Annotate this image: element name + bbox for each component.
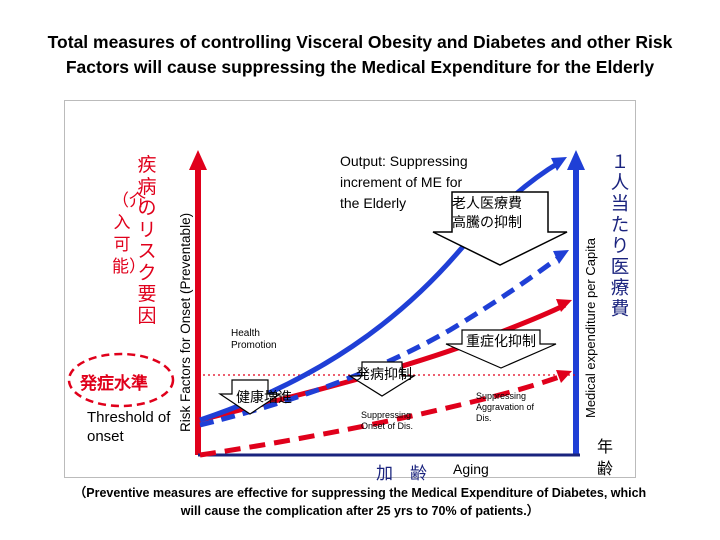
health-promotion-text: Health Promotion [231,328,277,352]
suppress-aggravation-line3: Dis. [476,413,492,423]
risk-factor-jp-sub-text: （介入可能） [112,191,146,277]
title-line-1: Total measures of controlling Visceral O… [47,32,673,52]
output-jp-line2: 高騰の抑制 [452,215,522,231]
caption-line2: will cause the complication after 25 yrs… [180,504,540,518]
right-axis-jp-label: １人当たり医療費 [610,152,630,320]
expenditure-curve-dashed [199,252,564,428]
threshold-line2: onset [87,428,124,445]
suppress-onset-arrow [347,361,417,397]
health-promotion-arrow [218,379,282,415]
output-down-arrow [432,191,568,266]
risk-factor-jp-sub: （介入可能） [112,190,146,278]
expenditure-curve-solid-arrowhead [551,157,567,171]
suppress-aggravation-line1: Suppressing [476,391,527,401]
suppress-onset-line2: Onset of Dis. [361,421,414,431]
output-jp-line1: 老人医療費 [452,196,522,212]
risk-curve-dashed-arrowhead [556,370,572,383]
severity-box-label: 重症化抑制 [466,334,536,350]
suppress-onset-text: Suppressing Onset of Dis. [361,410,413,432]
output-jp-text: 老人医療費 高騰の抑制 [452,195,522,233]
suppress-aggravation-line2: Aggravation of [476,402,535,412]
threshold-label: Threshold of onset [87,408,170,446]
health-box-label: 健康増進 [236,390,292,406]
diagram-frame [64,100,636,478]
output-line2: increment of ME for [340,174,463,190]
risk-factor-jp-main: 疾病のリスク要因 [136,154,158,327]
suppress-aggravation-text: Suppressing Aggravation of Dis. [476,391,534,424]
xaxis-jp-label: 加 齢 [376,464,427,484]
onset-level-circle [67,352,175,408]
output-text: Output: Suppressing increment of ME for … [340,151,468,214]
output-line3: the Elderly [340,195,407,211]
suppress-onset-line1: Suppressing [361,410,412,420]
risk-factor-jp-main-text: 疾病のリスク要因 [137,154,157,327]
page-title: Total measures of controlling Visceral O… [0,30,720,80]
health-promotion-line2: Promotion [231,340,277,351]
risk-curve-solid [199,302,567,423]
onset-box-label: 発病抑制 [356,367,412,383]
left-axis-label: Risk Factors for Onset (Preventable) [178,212,193,432]
right-axis-arrowhead [567,150,585,170]
expenditure-curve-solid [199,159,562,423]
risk-curve-solid-arrowhead [556,299,572,312]
title-line-2: Factors will cause suppressing the Medic… [65,57,655,77]
threshold-line1: Threshold of [87,409,171,426]
suppress-severity-arrow [445,329,557,369]
output-line1: Output: Suppressing [340,153,468,169]
xaxis-en-label: Aging [453,461,489,477]
expenditure-curve-dashed-arrowhead [553,250,569,264]
health-promotion-line1: Health [231,328,260,339]
left-axis-arrowhead [189,150,207,170]
caption: （Preventive measures are effective for s… [0,484,720,520]
caption-line1: （Preventive measures are effective for s… [73,486,647,500]
xaxis-jp-right-label: 年齢 [597,437,614,478]
right-axis-label: Medical expenditure per Capita [583,238,598,418]
onset-level-label: 発症水準 [80,374,148,394]
